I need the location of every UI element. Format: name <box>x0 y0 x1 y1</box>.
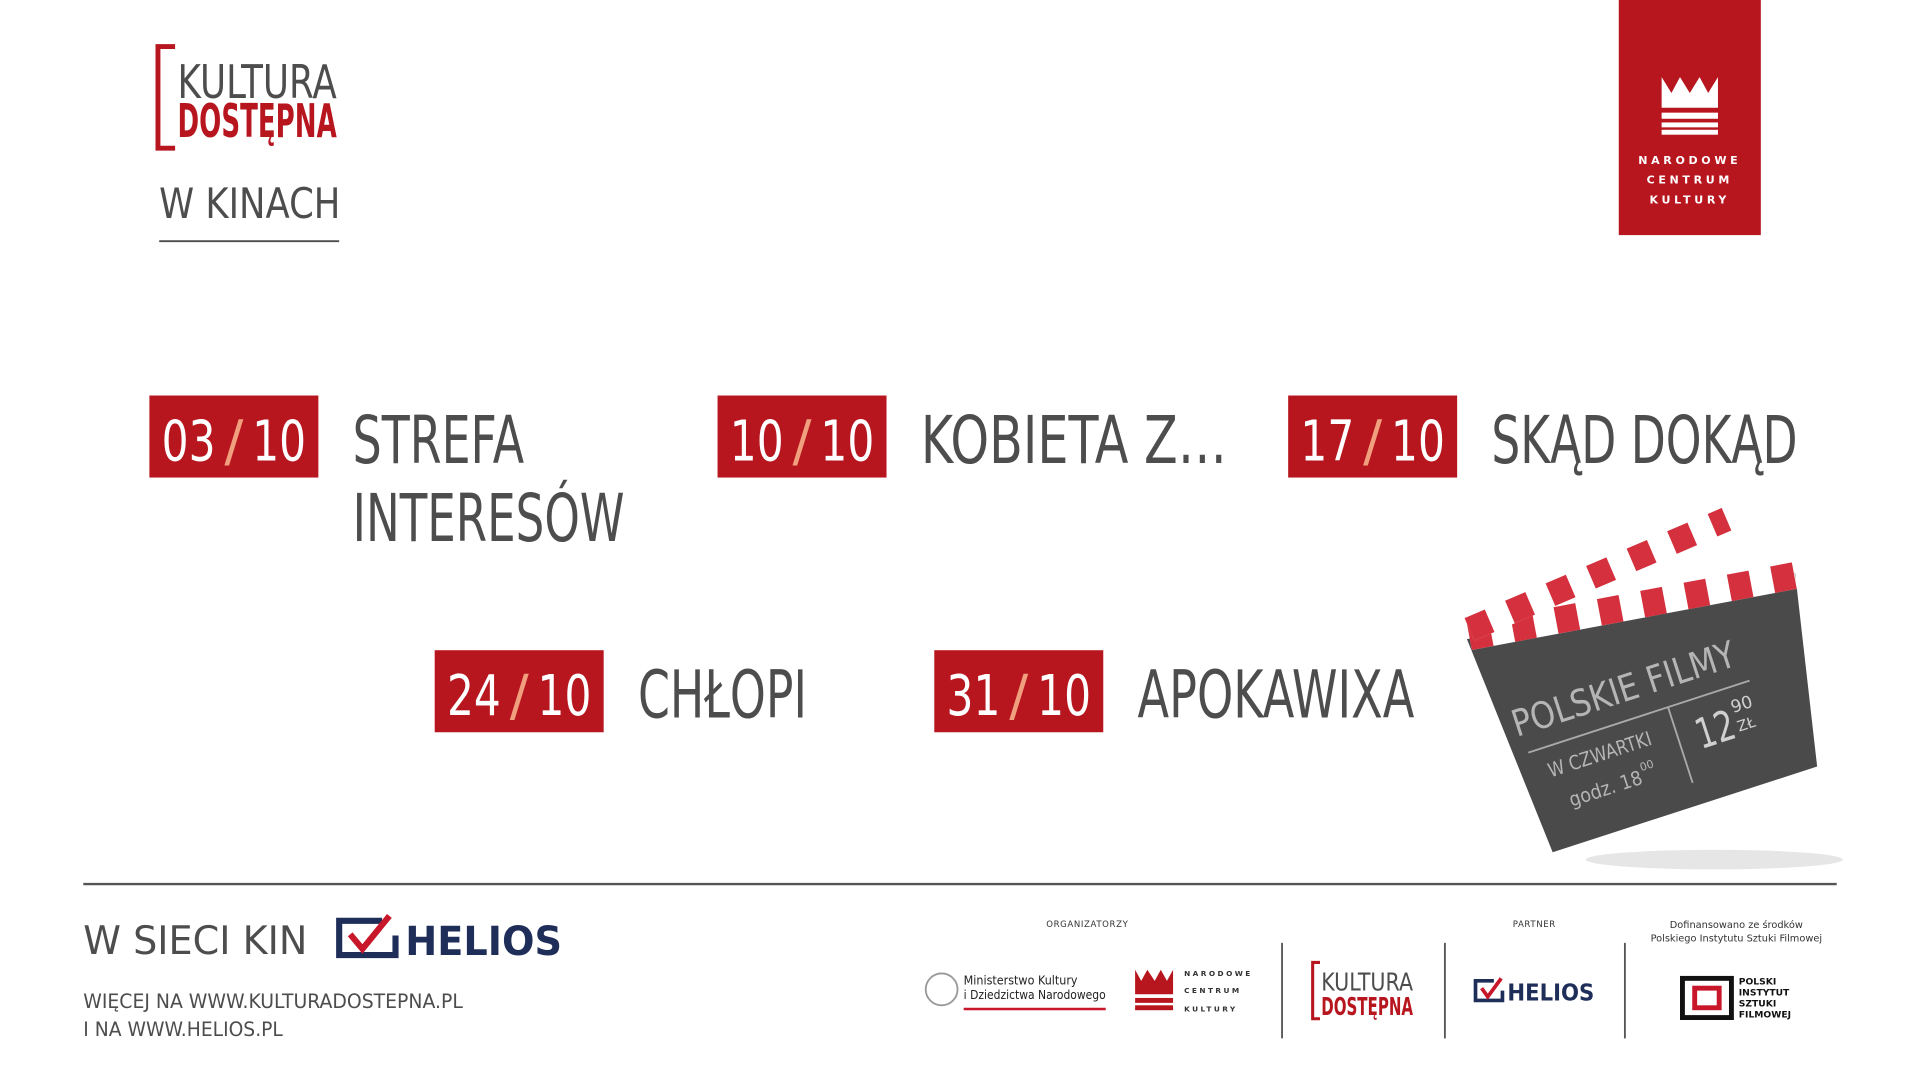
film-title: INTERESÓW <box>353 480 625 557</box>
subtitle: W KINACH <box>159 179 340 228</box>
logo-line: DOSTĘPNA <box>178 94 337 148</box>
logo-line: KULTURA <box>178 55 337 109</box>
date-box <box>1288 395 1458 478</box>
pisf-text: INSTYTUT <box>1739 988 1790 999</box>
nck-text: NARODOWE <box>1638 154 1741 167</box>
clapper-currency: ZŁ <box>1735 713 1758 735</box>
pisf-text: POLSKI <box>1739 976 1777 987</box>
network-label: W SIECI KIN <box>83 919 307 964</box>
film-title: APOKAWIXA <box>1138 657 1415 734</box>
ministry-eagle <box>924 972 959 1007</box>
helios-small-icon <box>1473 977 1505 1003</box>
clapper-time-minutes: 00 <box>1638 757 1655 774</box>
film-title: CHŁOPI <box>638 657 807 734</box>
helios-logo: HELIOS <box>405 917 562 965</box>
nck-text: KULTURY <box>1650 193 1731 206</box>
nck-small-text: NARODOWE <box>1184 969 1253 978</box>
date-separator: / <box>793 409 812 474</box>
nck-small-text: CENTRUM <box>1184 986 1242 995</box>
date-month: 10 <box>1037 664 1091 729</box>
date-month: 10 <box>538 664 592 729</box>
clapper-body <box>1466 573 1818 853</box>
more-info: I NA WWW.HELIOS.PL <box>83 1018 283 1041</box>
logo-bracket <box>155 44 176 151</box>
date-box <box>434 650 604 733</box>
date-separator: / <box>1363 409 1382 474</box>
nck-small-crown <box>1135 969 1174 1011</box>
pisf-text: FILMOWEJ <box>1739 1010 1791 1021</box>
date-separator: / <box>1009 664 1028 729</box>
clapper-stripes <box>1466 562 1798 650</box>
date-month: 10 <box>252 409 306 474</box>
nck-text: CENTRUM <box>1647 174 1733 187</box>
film-title: KOBIETA Z… <box>921 402 1227 479</box>
date-separator: / <box>510 664 529 729</box>
clapper-rule <box>1667 706 1694 784</box>
ministry-text: i Dziedzictwa Narodowego <box>964 988 1106 1002</box>
organizers-label: ORGANIZATORZY <box>1046 920 1128 930</box>
date-month: 10 <box>1391 409 1445 474</box>
kd-small-text: KULTURA <box>1321 968 1413 997</box>
date-box <box>717 395 887 478</box>
nck-crown <box>1661 77 1718 135</box>
more-info: WIĘCEJ NA WWW.KULTURADOSTEPNA.PL <box>83 990 463 1013</box>
date-day: 17 <box>1300 409 1354 474</box>
clapper-arm-stripes <box>1464 507 1732 641</box>
date-day: 03 <box>162 409 216 474</box>
date-box <box>934 650 1104 733</box>
funding-text: Polskiego Instytutu Sztuki Filmowej <box>1651 934 1823 945</box>
kd-small-bracket <box>1311 960 1320 1021</box>
partner-label: PARTNER <box>1513 920 1556 930</box>
helios-icon <box>336 913 399 959</box>
date-day: 10 <box>730 409 784 474</box>
date-day: 31 <box>947 664 1001 729</box>
pisf-frame <box>1680 975 1734 1020</box>
date-day: 24 <box>447 664 501 729</box>
date-month: 10 <box>820 409 874 474</box>
pisf-inner <box>1692 985 1722 1011</box>
funding-text: Dofinansowano ze środków <box>1670 919 1803 931</box>
ministry-text: Ministerstwo Kultury <box>964 973 1078 987</box>
kd-small-text: DOSTĘPNA <box>1321 992 1413 1021</box>
clapper-shadow <box>1585 849 1843 870</box>
film-title: STREFA <box>353 402 524 479</box>
clapper-rule <box>1528 679 1750 754</box>
helios-small-logo: HELIOS <box>1507 979 1594 1006</box>
film-title: SKĄD DOKĄD <box>1491 402 1797 479</box>
nck-small-text: KULTURY <box>1184 1004 1238 1013</box>
date-box <box>149 395 319 478</box>
clapperboard: POLSKIE FILMY W CZWARTKI godz. 18 00 12 … <box>1464 507 1843 870</box>
pisf-text: SZTUKI <box>1739 999 1776 1010</box>
date-separator: / <box>224 409 243 474</box>
